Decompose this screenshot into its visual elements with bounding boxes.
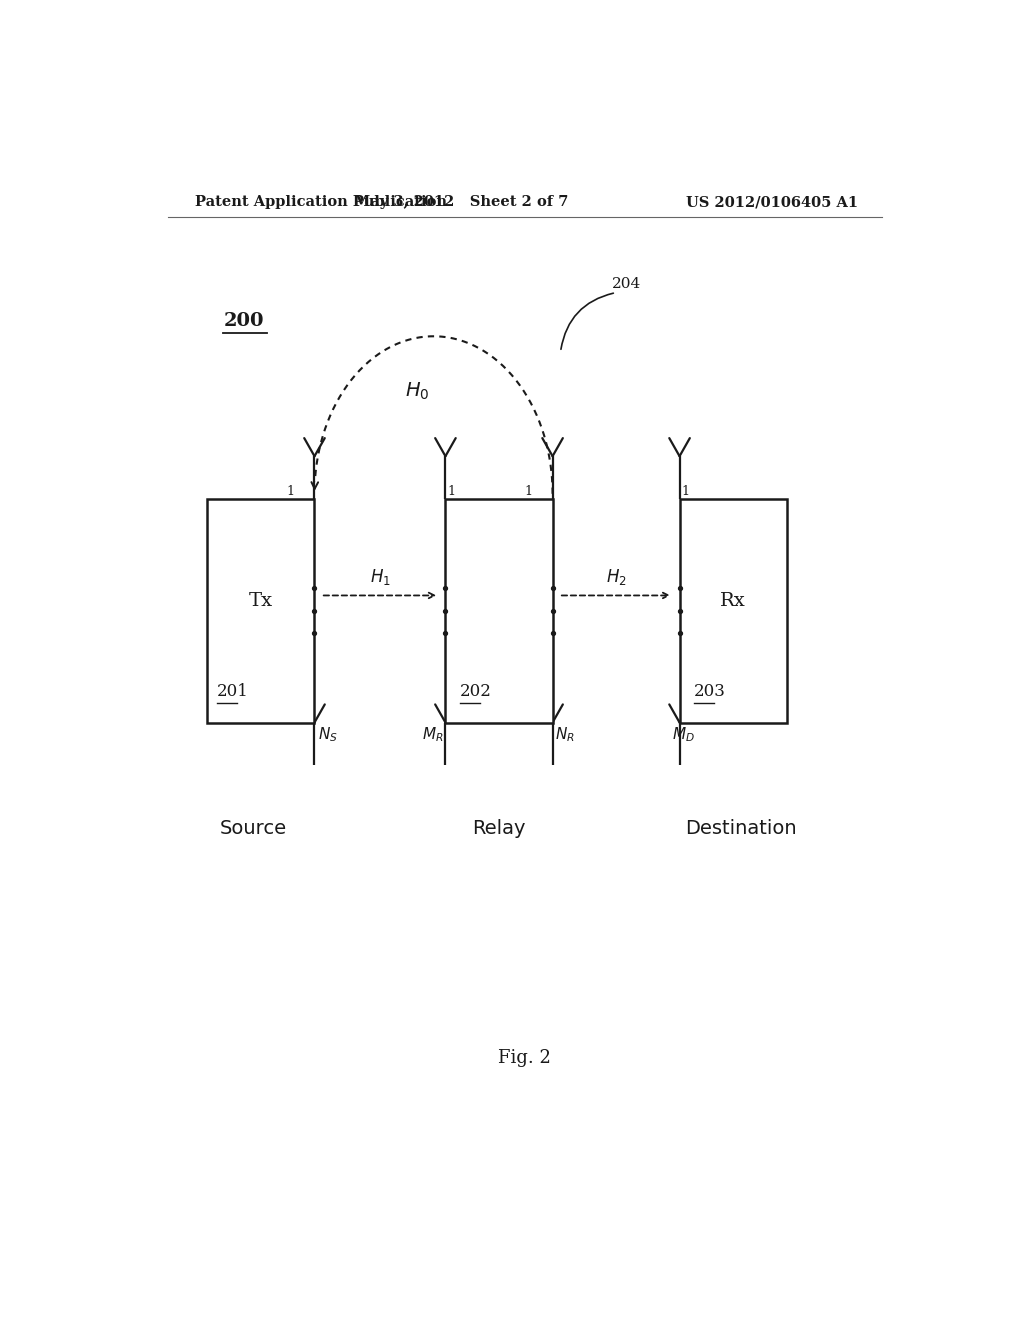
Text: Source: Source xyxy=(219,818,287,838)
Text: $H_2$: $H_2$ xyxy=(605,568,627,587)
Text: 201: 201 xyxy=(217,684,249,700)
Text: 203: 203 xyxy=(694,684,726,700)
Text: 1: 1 xyxy=(287,484,295,498)
Text: Destination: Destination xyxy=(685,818,797,838)
Text: 202: 202 xyxy=(460,684,492,700)
Text: $N_S$: $N_S$ xyxy=(318,726,338,744)
Text: Patent Application Publication: Patent Application Publication xyxy=(196,195,447,209)
Text: $N_R$: $N_R$ xyxy=(555,726,574,744)
Text: Fig. 2: Fig. 2 xyxy=(499,1049,551,1067)
Text: 1: 1 xyxy=(681,484,689,498)
Text: 1: 1 xyxy=(524,484,532,498)
Bar xyxy=(445,499,553,722)
Text: US 2012/0106405 A1: US 2012/0106405 A1 xyxy=(686,195,858,209)
Text: $M_R$: $M_R$ xyxy=(422,726,443,744)
Text: May 3, 2012   Sheet 2 of 7: May 3, 2012 Sheet 2 of 7 xyxy=(354,195,568,209)
Text: Tx: Tx xyxy=(249,591,273,610)
Text: Rx: Rx xyxy=(720,591,746,610)
Text: $H_1$: $H_1$ xyxy=(370,568,390,587)
Text: Relay: Relay xyxy=(472,818,525,838)
Text: 1: 1 xyxy=(447,484,455,498)
Text: 204: 204 xyxy=(612,276,641,290)
Text: $M_D$: $M_D$ xyxy=(672,726,694,744)
Bar xyxy=(680,499,786,722)
Text: $H_0$: $H_0$ xyxy=(406,380,430,403)
Bar xyxy=(207,499,314,722)
Text: 200: 200 xyxy=(223,312,264,330)
